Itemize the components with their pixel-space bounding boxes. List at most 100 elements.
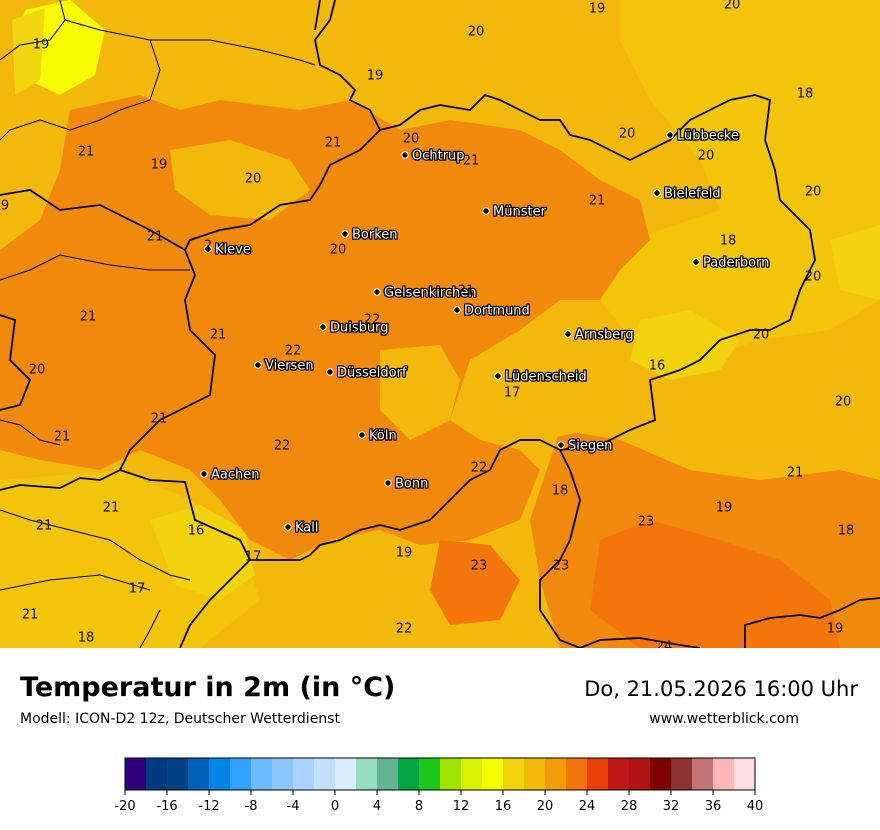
legend-tick-label: -8 (245, 799, 258, 814)
legend-ticks: -20 -16 -12 -8 -4 0 4 8 12 16 20 24 28 32 36 40 (114, 790, 763, 814)
temperature-value: 18 (78, 631, 95, 646)
legend-swatch (629, 758, 651, 790)
legend-swatch (566, 758, 588, 790)
temperature-value: 2 (204, 239, 212, 254)
temperature-value: 17 (504, 386, 521, 401)
temperature-value: 22 (274, 439, 291, 454)
legend-swatch (335, 758, 357, 790)
temperature-value: 19 (716, 501, 733, 516)
temperature-value: 21 (103, 501, 120, 516)
district-border (0, 19, 161, 141)
cities-layer: Lübbecke Ochtrup Bielefeld Münster Borken Kle… (200, 127, 771, 537)
website-link[interactable]: www.wetterblick.com (649, 711, 799, 727)
state-border (314, 0, 321, 31)
temperature-value: 20 (698, 149, 715, 164)
model-source: Modell: ICON-D2 12z, Deutscher Wetterdie… (20, 711, 340, 727)
temperature-value: 21 (22, 608, 39, 623)
legend-tick-label: 8 (415, 799, 423, 814)
legend-swatch (608, 758, 630, 790)
temperature-value: 19 (33, 38, 50, 53)
district-border (150, 39, 316, 66)
temperature-value: 16 (188, 524, 205, 539)
city-label: Aachen (211, 468, 259, 483)
legend-tick-label: 24 (579, 799, 596, 814)
state-border (539, 449, 581, 648)
legend-tick-label: 4 (373, 799, 381, 814)
city-marker (284, 523, 292, 531)
legend-swatch (209, 758, 231, 790)
district-border (0, 509, 191, 581)
temperature-value: 20 (835, 395, 852, 410)
temp-zone-yellow (830, 225, 880, 300)
legend-swatch (713, 758, 735, 790)
legend-swatch (545, 758, 567, 790)
temperature-value: 20 (403, 132, 420, 147)
color-legend: -20 -16 -12 -8 -4 0 4 8 12 16 20 24 28 32 36 40 (114, 757, 763, 814)
legend-swatch (398, 758, 420, 790)
city-marker (326, 368, 334, 376)
legend-swatch (188, 758, 210, 790)
temperature-value: 23 (471, 559, 488, 574)
city-label: Ochtrup (412, 149, 465, 164)
district-border (0, 0, 66, 61)
temperature-value: 22 (471, 461, 488, 476)
legend-swatch (482, 758, 504, 790)
legend-swatch (440, 758, 462, 790)
city-label: Düsseldorf (337, 366, 407, 381)
city-label: Arnsberg (575, 328, 634, 343)
district-border (0, 254, 190, 281)
temperature-value: 17 (245, 550, 262, 565)
city-label: Duisburg (330, 321, 389, 336)
temperature-value: 21 (36, 519, 53, 534)
temperature-value: 17 (129, 582, 146, 597)
state-border (579, 637, 701, 648)
legend-tick-label: -16 (156, 799, 177, 814)
legend-tick-label: 36 (705, 799, 722, 814)
legend-swatch (503, 758, 525, 790)
temperature-value: 20 (805, 185, 822, 200)
temp-zone-yellow (12, 8, 45, 95)
city-marker (358, 431, 366, 439)
temperature-value: 21 (589, 194, 606, 209)
legend-tick-label: 12 (453, 799, 470, 814)
temperature-value: 9 (1, 199, 9, 214)
state-border (250, 93, 816, 561)
temperature-value: 23 (553, 559, 570, 574)
temperature-value: 18 (838, 524, 855, 539)
country-border (0, 469, 121, 491)
city-label: Lüdenscheid (505, 370, 587, 385)
map-title: Temperatur in 2m (in °C) (20, 672, 396, 703)
temperature-value: 20 (245, 172, 262, 187)
legend-tick-label: 28 (621, 799, 638, 814)
city-label: Kleve (215, 243, 251, 258)
city-marker (254, 361, 262, 369)
temperature-value: 21 (210, 328, 227, 343)
legend-tick-label: 32 (663, 799, 680, 814)
legend-tick-label: 0 (331, 799, 339, 814)
temperature-value: 23 (638, 515, 655, 530)
temperature-value: 19 (396, 546, 413, 561)
city-marker (653, 189, 661, 197)
country-border (0, 314, 32, 411)
legend-swatch (293, 758, 315, 790)
city-marker (200, 470, 208, 478)
city-label: Münster (493, 205, 547, 220)
temperature-value: 18 (797, 87, 814, 102)
legend-tick-label: 16 (495, 799, 512, 814)
temperature-value: 21 (787, 466, 804, 481)
city-label: Viersen (265, 359, 314, 374)
temperature-value: 20 (724, 0, 741, 13)
temperature-value: 20 (753, 328, 770, 343)
legend-swatch (251, 758, 273, 790)
temperature-value: 20 (805, 270, 822, 285)
legend-swatch (125, 758, 147, 790)
temperature-value: 20 (330, 243, 347, 258)
state-border (744, 597, 880, 648)
state-border (184, 0, 382, 251)
legend-swatch (377, 758, 399, 790)
district-border (0, 574, 151, 591)
temperature-value: 21 (147, 230, 164, 245)
city-marker (401, 151, 409, 159)
temperature-value: 21 (463, 154, 480, 169)
legend-tick-label: -4 (287, 799, 300, 814)
